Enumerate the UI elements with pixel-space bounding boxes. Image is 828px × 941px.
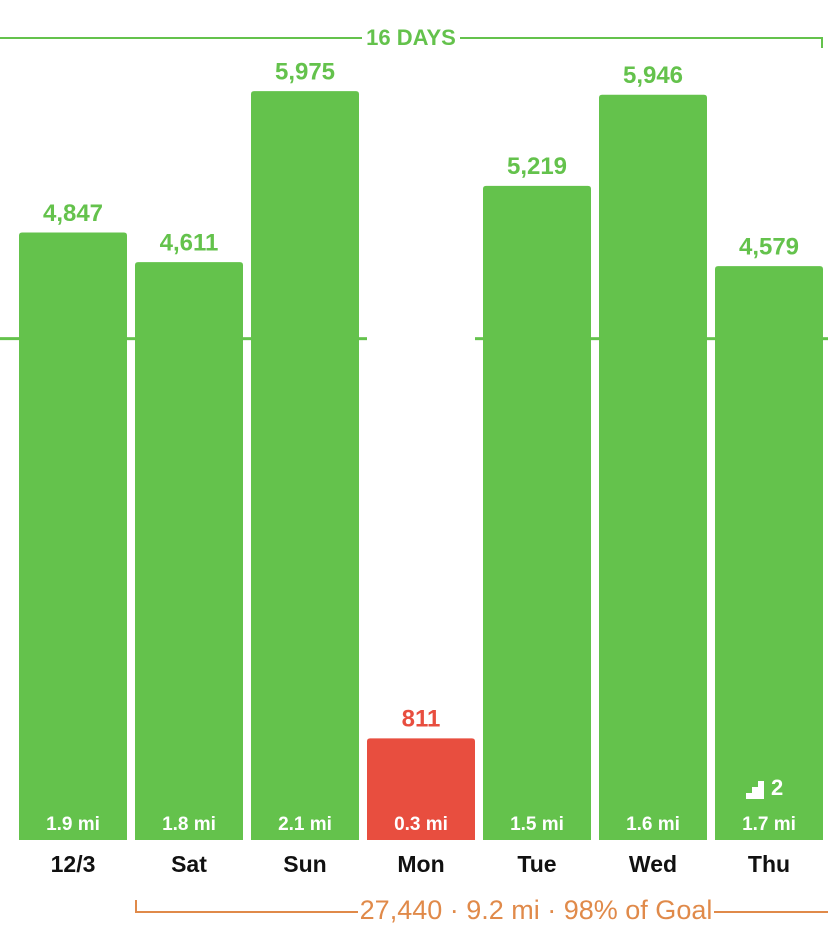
x-tick-label: Tue xyxy=(517,851,556,877)
value-label: 4,579 xyxy=(739,233,799,260)
bar xyxy=(715,266,823,841)
x-tick-label: Wed xyxy=(629,851,677,877)
bar xyxy=(367,738,475,840)
floors-count: 2 xyxy=(771,775,783,800)
x-tick-label: Sat xyxy=(171,851,207,877)
value-label: 5,946 xyxy=(623,62,683,89)
x-tick-label: Thu xyxy=(748,851,790,877)
floors-icon xyxy=(746,781,764,799)
bar xyxy=(19,232,127,840)
bar xyxy=(599,94,707,840)
x-tick-label: Mon xyxy=(397,851,444,877)
summary: 27,440 · 9.2 mi · 98% of Goal xyxy=(360,895,713,925)
summary-bracket xyxy=(135,900,828,913)
distance-label: 1.7 mi xyxy=(742,814,796,835)
value-label: 4,847 xyxy=(43,200,103,227)
value-label: 4,611 xyxy=(160,229,219,256)
bar xyxy=(135,262,243,840)
range-label: 16 DAYS xyxy=(366,25,456,50)
x-tick-label: Sun xyxy=(283,851,326,877)
x-tick-label: 12/3 xyxy=(51,851,96,877)
distance-label: 1.5 mi xyxy=(510,814,564,835)
distance-label: 1.9 mi xyxy=(46,814,100,835)
distance-label: 1.6 mi xyxy=(626,814,680,835)
distance-label: 0.3 mi xyxy=(394,814,448,835)
distance-label: 1.8 mi xyxy=(162,814,216,835)
bar xyxy=(483,185,591,841)
range-bracket xyxy=(0,37,823,48)
value-label: 5,219 xyxy=(507,153,567,180)
bar xyxy=(251,91,359,841)
value-label: 811 xyxy=(402,706,441,733)
value-label: 5,975 xyxy=(275,58,335,85)
distance-label: 2.1 mi xyxy=(278,814,332,835)
